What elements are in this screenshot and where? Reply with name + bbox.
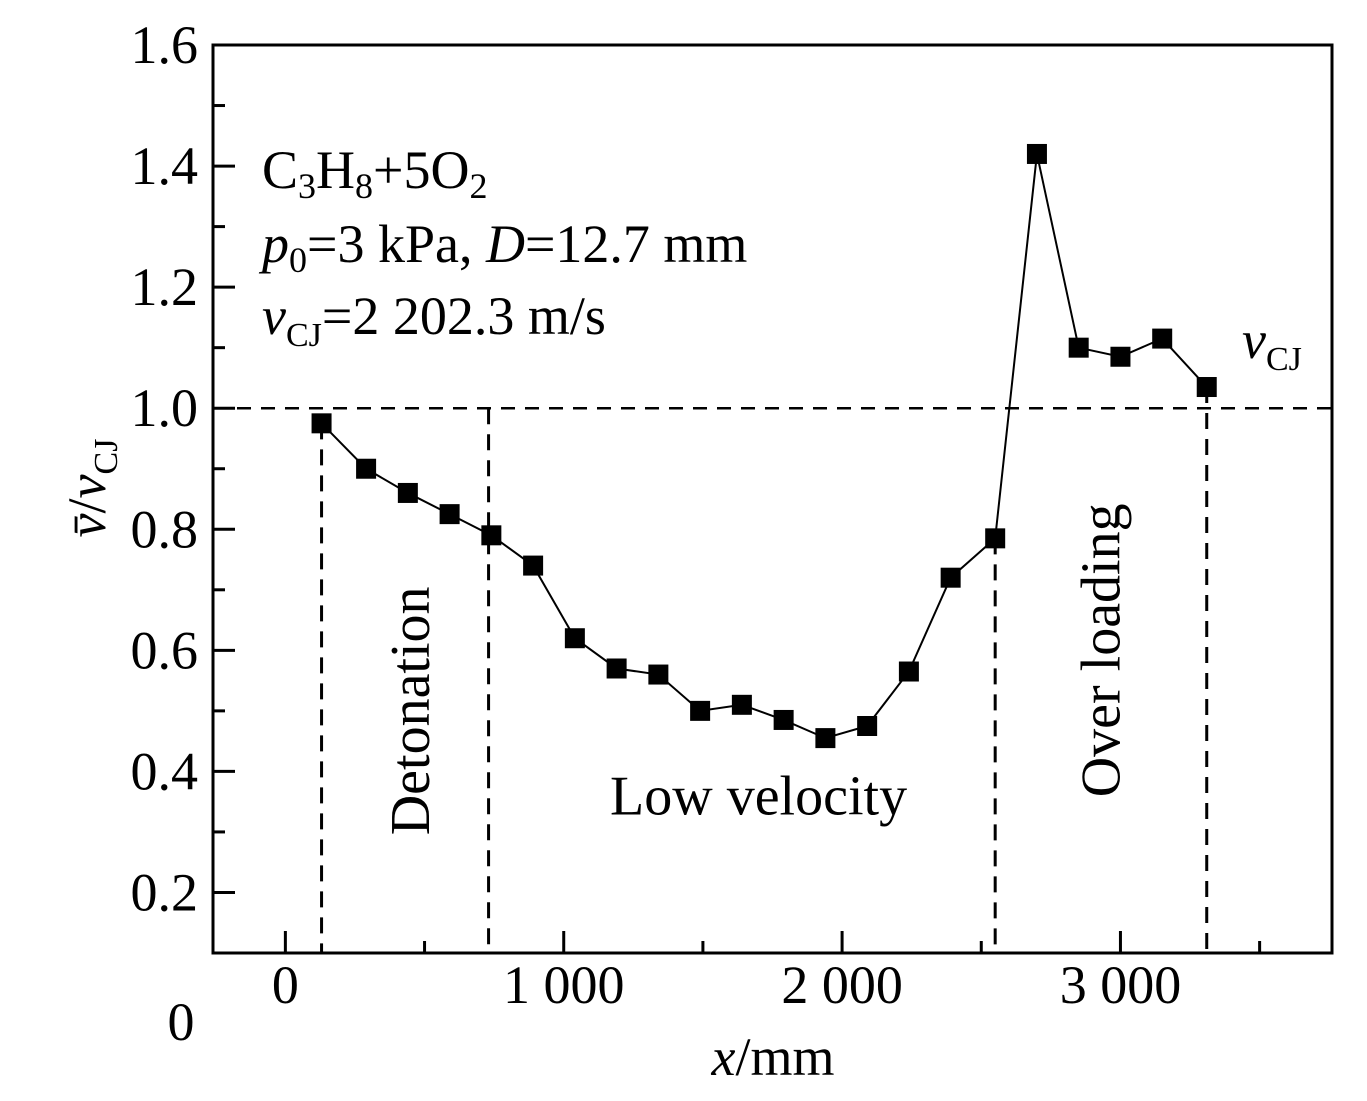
data-point: [815, 728, 836, 749]
tick-labels: 0 1 000 2 000 3 000 0.2 0.4 0.6 0.8 1.0 1.2 1.4 1.6: [131, 15, 1182, 1015]
region-label: Over loading: [1070, 503, 1132, 797]
annotation-mixture: C3H8+5O2: [262, 140, 487, 206]
y-tick-label: 0.6: [131, 620, 199, 680]
data-point: [523, 555, 544, 576]
vcj-line-label: vCJ: [1242, 310, 1302, 378]
reference-lines: [213, 387, 1332, 953]
y-axis-title: v̄/vCJ: [57, 439, 125, 538]
y-tick-label: 0.4: [131, 741, 199, 801]
data-point: [1068, 337, 1089, 358]
data-point: [311, 413, 332, 434]
origin-label: 0: [168, 992, 195, 1052]
annotation-vcj: vCJ=2 202.3 m/s: [262, 286, 606, 354]
series-line: [320, 153, 1208, 740]
data-point: [773, 709, 794, 730]
region-labels: Detonation Low velocity Over loading: [380, 503, 1132, 835]
data-point: [564, 628, 585, 649]
x-tick-label: 3 000: [1060, 955, 1182, 1015]
y-tick-label: 1.0: [131, 378, 199, 438]
data-point: [481, 525, 502, 546]
data-point: [1110, 346, 1131, 367]
x-tick-label: 1 000: [503, 955, 625, 1015]
data-point: [731, 694, 752, 715]
x-tick-label: 2 000: [781, 955, 903, 1015]
y-tick-label: 0.2: [131, 862, 199, 922]
y-tick-label: 0.8: [131, 499, 199, 559]
data-series: [311, 143, 1217, 749]
x-tick-label: 0: [272, 955, 299, 1015]
y-tick-label: 1.2: [131, 257, 199, 317]
data-point: [690, 700, 711, 721]
data-point: [1196, 377, 1217, 398]
y-tick-label: 1.4: [131, 136, 199, 196]
data-point: [397, 482, 418, 503]
data-point: [606, 658, 627, 679]
annotation-conditions: p0=3 kPa, D=12.7 mm: [258, 214, 747, 280]
region-label: Detonation: [380, 586, 442, 835]
data-point: [1152, 328, 1173, 349]
data-point: [940, 567, 961, 588]
data-point: [648, 664, 669, 685]
data-point: [898, 661, 919, 682]
plot-frame: [211, 43, 1334, 955]
data-point: [857, 716, 878, 736]
data-point: [439, 504, 460, 525]
x-axis-title: x/mm: [711, 1027, 835, 1087]
data-point: [356, 458, 377, 479]
region-label: Low velocity: [610, 766, 907, 828]
y-tick-label: 1.6: [131, 15, 199, 75]
data-point: [985, 528, 1006, 549]
data-point: [1026, 143, 1047, 164]
